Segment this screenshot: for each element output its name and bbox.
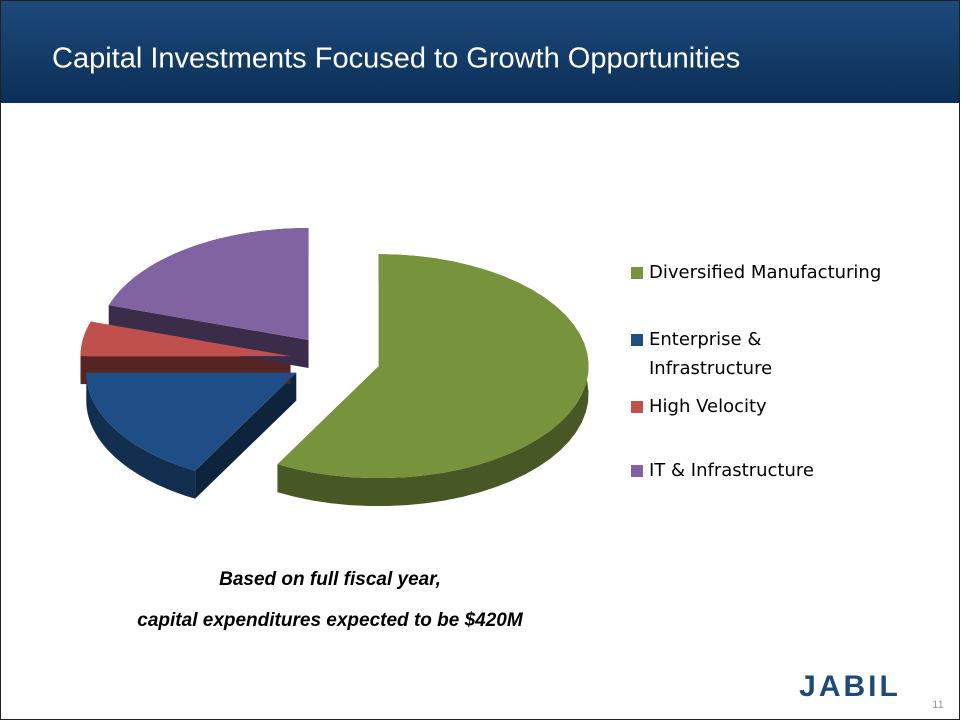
slice-side bbox=[277, 254, 589, 507]
legend-label: IT & Infrastructure bbox=[649, 460, 814, 481]
slice bbox=[80, 321, 291, 357]
legend-label: Infrastructure bbox=[649, 358, 772, 379]
legend-label: Diversified Manufacturing bbox=[649, 262, 881, 283]
page-number: 11 bbox=[932, 699, 943, 711]
title-bar bbox=[1, 1, 959, 103]
slice bbox=[86, 372, 297, 471]
pie bbox=[80, 227, 589, 507]
note: Based on full fiscal year, bbox=[219, 569, 441, 590]
legend-swatch bbox=[631, 334, 643, 346]
logo: JABIL bbox=[799, 670, 901, 703]
legend-label: Enterprise & bbox=[649, 329, 761, 350]
slice bbox=[277, 254, 589, 479]
slice bbox=[108, 227, 309, 340]
legend-label: High Velocity bbox=[649, 396, 767, 417]
title: Capital Investments Focused to Growth Op… bbox=[52, 43, 740, 75]
slice-side bbox=[86, 372, 196, 499]
note: capital expenditures expected to be $420… bbox=[137, 610, 524, 631]
legend-swatch bbox=[631, 267, 643, 279]
legend-swatch bbox=[631, 465, 643, 477]
legend: Diversified Manufacturing Enterprise & Inf… bbox=[631, 262, 881, 481]
legend-swatch bbox=[631, 401, 643, 413]
slice-side bbox=[195, 372, 297, 499]
